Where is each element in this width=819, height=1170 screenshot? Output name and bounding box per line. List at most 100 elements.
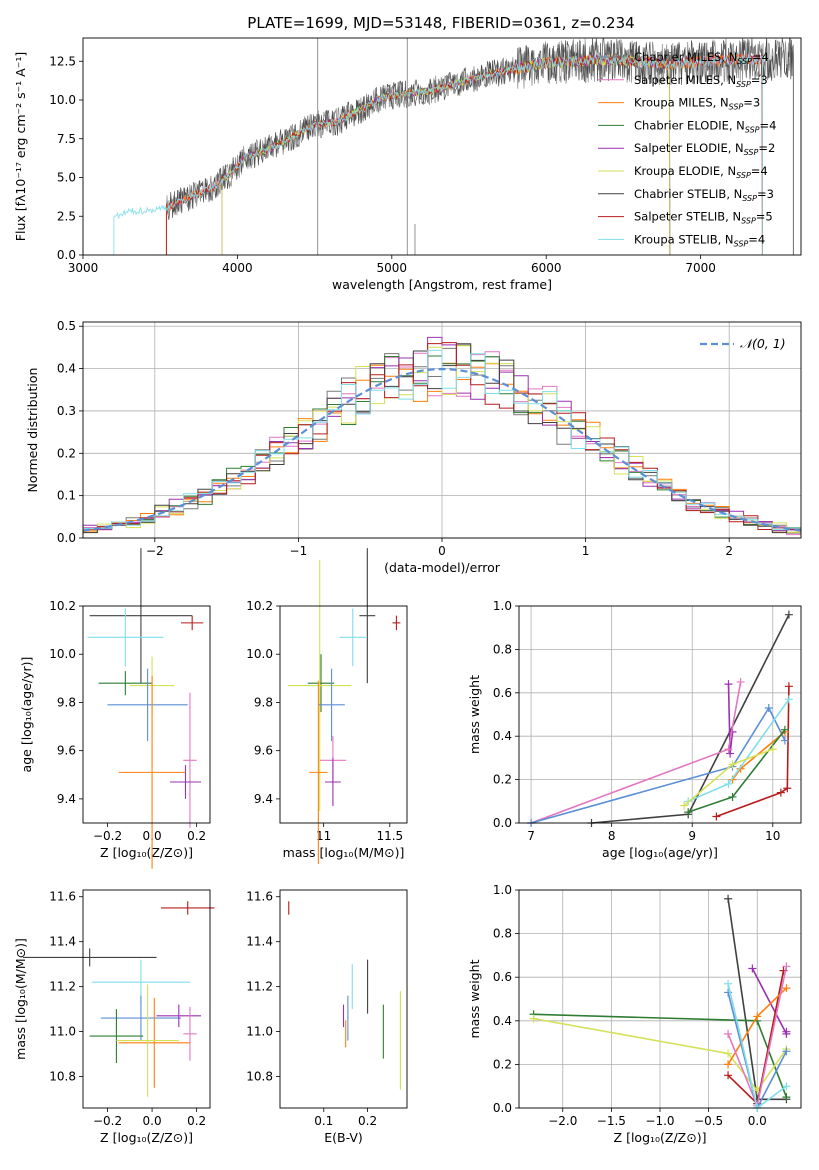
age_vs_mass-points bbox=[287, 548, 401, 864]
weight_vs_age-xtick-label: 10 bbox=[765, 829, 780, 843]
spectrum-xtick-label: 7000 bbox=[685, 261, 716, 275]
age_vs_Z-ytick-label: 9.8 bbox=[57, 695, 76, 709]
mass_vs_Z-ytick-label: 11.4 bbox=[49, 935, 76, 949]
series-marker bbox=[784, 695, 793, 704]
series-marker bbox=[784, 610, 793, 619]
age_vs_mass-axes: 11 11.5 9.4 9.6 9.8 10.0 10.2 mass [log₁₀(M/M⊙)… bbox=[246, 599, 404, 860]
mass_vs_Z-xtick-label: 0.2 bbox=[187, 1114, 206, 1128]
weight_vs_Z-xtick-label: −0.5 bbox=[694, 1114, 723, 1128]
weight_vs_Z-ytick-label: 0.6 bbox=[493, 970, 512, 984]
weight_vs_age-xtick-label: 7 bbox=[527, 829, 535, 843]
age_vs_Z-frame bbox=[82, 605, 211, 824]
mass_vs_Z-ytick-label: 11.6 bbox=[49, 890, 76, 904]
mass_vs_Z-xlabel: Z [log₁₀(Z/Z⊙)] bbox=[100, 1130, 193, 1145]
hist-series-step bbox=[83, 342, 801, 536]
spectrum-xtick-label: 4000 bbox=[222, 261, 253, 275]
series-marker bbox=[782, 962, 791, 971]
series-marker bbox=[776, 788, 785, 797]
weight_vs_Z-ytick-label: 1.0 bbox=[493, 883, 512, 897]
series-line bbox=[727, 970, 785, 1106]
mass_vs_Z-frame bbox=[82, 889, 211, 1109]
residuals-xtick-label: 2 bbox=[725, 544, 733, 558]
spectrum-series-line bbox=[113, 54, 763, 255]
spectrum-ylabel: Flux [fλ10⁻¹⁷ erg cm⁻² s⁻¹ A⁻¹] bbox=[13, 52, 28, 241]
series-line bbox=[591, 614, 790, 824]
series-marker bbox=[780, 725, 789, 734]
weight_vs_Z-ylabel: mass weight bbox=[467, 959, 482, 1038]
series-marker bbox=[764, 703, 773, 712]
mass_vs_ebv-points bbox=[288, 901, 401, 1091]
weight_vs_Z-ytick-label: 0.0 bbox=[493, 1101, 512, 1115]
legend-label: Chabrier MILES, NSSP=4 bbox=[634, 50, 769, 66]
mass_vs_ebv-axes: 0.1 0.2 10.8 11.0 11.2 11.4 11.6 E(B-V) bbox=[246, 890, 377, 1145]
legend-label: Chabrier ELODIE, NSSP=4 bbox=[634, 118, 776, 134]
residuals-xlabel: (data-model)/error bbox=[384, 560, 501, 575]
series-marker bbox=[782, 1093, 791, 1102]
series-line bbox=[530, 706, 786, 824]
series-line bbox=[687, 729, 786, 813]
weight_vs_age-xtick-label: 8 bbox=[608, 829, 616, 843]
legend-label: Salpeter STELIB, NSSP=5 bbox=[634, 210, 773, 226]
age_vs_mass-xtick-label: 11 bbox=[316, 829, 331, 843]
weight_vs_age-ytick-label: 0.6 bbox=[493, 686, 512, 700]
mass_vs_ebv-frame bbox=[279, 889, 408, 1109]
weight_vs_age-frame bbox=[518, 605, 802, 824]
weight_vs_Z-xlabel: Z [log₁₀(Z/Z⊙)] bbox=[614, 1130, 707, 1145]
spectrum-ytick-label: 5.0 bbox=[57, 171, 76, 185]
weight_vs_age-ylabel: mass weight bbox=[467, 675, 482, 754]
series-marker bbox=[782, 1027, 791, 1036]
series-marker bbox=[736, 677, 745, 686]
spectrum-ytick-label: 7.5 bbox=[57, 132, 76, 146]
series-marker bbox=[753, 1012, 762, 1021]
weight_vs_Z-xtick-label: −1.0 bbox=[645, 1114, 674, 1128]
residuals-xtick-label: −1 bbox=[290, 544, 308, 558]
weight_vs_age-ytick-label: 0.8 bbox=[493, 642, 512, 656]
mass_vs_Z-ytick-label: 11.0 bbox=[49, 1025, 76, 1039]
spectrum-lines bbox=[113, 38, 794, 255]
series-marker bbox=[529, 1014, 538, 1023]
series-marker bbox=[782, 1047, 791, 1056]
residuals-ytick-label: 0.1 bbox=[57, 489, 76, 503]
legend-label: Kroupa STELIB, NSSP=4 bbox=[634, 232, 765, 248]
weight_vs_age-axes: 7 8 9 10 0.0 0.2 0.4 0.6 0.8 1.0 age [log₁₀(age/yr… bbox=[467, 599, 801, 860]
legend-label: Salpeter MILES, NSSP=3 bbox=[634, 73, 768, 89]
spectrum-ytick-label: 10.0 bbox=[49, 93, 76, 107]
series-marker bbox=[728, 792, 737, 801]
series-marker bbox=[768, 745, 777, 754]
spectrum-legend: Chabrier MILES, NSSP=4 Salpeter MILES, NS… bbox=[598, 50, 776, 248]
weight_vs_age-ytick-label: 0.4 bbox=[493, 729, 512, 743]
residuals-xtick-label: −2 bbox=[146, 544, 164, 558]
mass_vs_Z-ylabel: mass [log₁₀(M/M⊙)] bbox=[13, 938, 28, 1060]
spectrum-ytick-label: 2.5 bbox=[57, 209, 76, 223]
age_vs_Z-ytick-label: 10.2 bbox=[49, 599, 76, 613]
spectrum-title: PLATE=1699, MJD=53148, FIBERID=0361, z=0… bbox=[247, 14, 634, 32]
mass_vs_ebv-xtick-label: 0.2 bbox=[358, 1114, 377, 1128]
weight_vs_Z-axes: −2.0 −1.5 −1.0 −0.5 0.0 0.0 0.2 0.4 0.6 0.8 1.0 Z [… bbox=[467, 883, 801, 1145]
spectrum-frame bbox=[82, 37, 802, 256]
age_vs_Z-ytick-label: 9.6 bbox=[57, 744, 76, 758]
mass_vs_ebv-ytick-label: 10.8 bbox=[246, 1070, 273, 1084]
age_vs_Z-xtick-label: 0.2 bbox=[187, 829, 206, 843]
weight_vs_Z-xtick-label: −2.0 bbox=[548, 1114, 577, 1128]
age_vs_mass-frame bbox=[279, 605, 408, 824]
series-line bbox=[533, 1017, 788, 1092]
weight_vs_Z-ytick-label: 0.8 bbox=[493, 927, 512, 941]
age_vs_Z-ytick-label: 10.0 bbox=[49, 647, 76, 661]
residuals-axes: −2 −1 0 1 2 0.0 0.1 0.2 0.3 0.4 0.5 (data-model)/er… bbox=[25, 319, 801, 575]
weight_vs_Z-ytick-label: 0.2 bbox=[493, 1057, 512, 1071]
series-marker bbox=[724, 745, 733, 754]
age_vs_mass-ytick-label: 9.8 bbox=[254, 695, 273, 709]
mass_vs_ebv-ytick-label: 11.4 bbox=[246, 935, 273, 949]
series-marker bbox=[724, 979, 733, 988]
series-marker bbox=[728, 760, 737, 769]
residuals-ytick-label: 0.4 bbox=[57, 362, 76, 376]
age_vs_Z-points bbox=[87, 548, 204, 869]
legend-label: Salpeter ELODIE, NSSP=2 bbox=[634, 141, 775, 157]
spectrum-xlabel: wavelength [Angstrom, rest frame] bbox=[332, 277, 552, 292]
series-marker bbox=[712, 812, 721, 821]
weight_vs_age-xtick-label: 9 bbox=[688, 829, 696, 843]
weight_vs_Z-xtick-label: −1.5 bbox=[597, 1114, 626, 1128]
hist-lines bbox=[83, 336, 801, 536]
spectrum-xtick-label: 3000 bbox=[68, 261, 99, 275]
age_vs_mass-ytick-label: 10.2 bbox=[246, 599, 273, 613]
